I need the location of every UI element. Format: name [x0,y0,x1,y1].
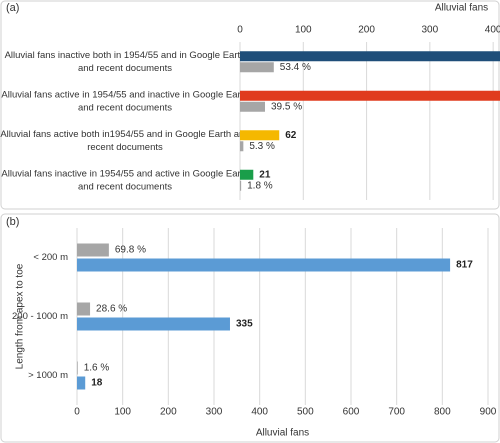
bar [77,317,230,331]
bar [77,361,78,375]
bar [240,90,500,101]
category-label: Alluvial fans inactive in 1954/55 and ac… [1,168,248,179]
x-tick-label: 300 [206,407,223,418]
category-label: < 200 m [33,252,68,263]
data-label: 1.8 % [247,180,273,191]
panel-frame [0,0,500,210]
x-tick-label: 600 [343,407,360,418]
x-tick-label: 700 [388,407,405,418]
data-label: 817 [456,260,473,271]
category-label: 200 - 1000 m [12,311,68,322]
x-axis-label: Alluvial fans [256,428,309,439]
bar [240,101,265,112]
data-label: 69.8 % [115,245,146,256]
bar [77,376,86,390]
bar [240,51,500,62]
data-label: 21 [259,169,271,180]
category-label: Alluvial fans inactive both in 1954/55 a… [5,50,246,61]
bar [240,62,274,73]
x-tick-label: 400 [485,25,500,36]
x-tick-label: 300 [422,25,439,36]
x-tick-label: 200 [358,25,375,36]
category-label: Alluvial fans active in 1954/55 and inac… [1,89,248,100]
bar [77,258,451,272]
data-label: 18 [91,378,103,389]
panel-label: (a) [6,2,19,14]
y-axis-label: Length from apex to toe [15,263,26,369]
x-axis-label: Alluvial fans [435,3,488,14]
category-label: Alluvial fans active both in1954/55 and … [0,129,249,140]
bar [240,180,242,191]
category-label: > 1000 m [28,370,68,381]
x-tick-label: 900 [480,407,497,418]
category-label: recent documents [87,142,163,153]
category-label: and recent documents [78,181,172,192]
panel-frame [0,213,500,443]
x-tick-label: 100 [114,407,131,418]
bar [77,302,91,316]
x-tick-label: 800 [434,407,451,418]
x-tick-label: 400 [251,407,268,418]
bar [77,243,109,257]
bar [240,141,244,152]
data-label: 53.4 % [280,62,311,73]
category-label: and recent documents [78,63,172,74]
data-label: 1.6 % [84,363,110,374]
category-label: and recent documents [78,102,172,113]
data-label: 28.6 % [96,304,127,315]
bar [240,169,254,180]
x-tick-label: 100 [295,25,312,36]
data-label: 335 [236,319,253,330]
bar [240,130,280,141]
x-tick-label: 0 [74,407,80,418]
x-tick-label: 0 [237,25,243,36]
x-tick-label: 500 [297,407,314,418]
data-label: 62 [285,130,297,141]
data-label: 5.3 % [249,141,275,152]
data-label: 39.5 % [271,101,302,112]
x-tick-label: 200 [160,407,177,418]
panel-label: (b) [6,216,19,228]
